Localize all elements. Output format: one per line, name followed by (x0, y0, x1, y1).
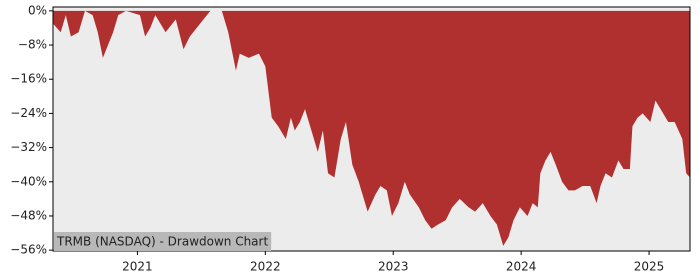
title-box (54, 232, 272, 251)
y-tick-label: −40% (10, 174, 47, 188)
x-tick-label: 2025 (634, 260, 665, 274)
y-tick-label: −8% (18, 38, 47, 52)
chart-title: TRMB (NASDAQ) - Drawdown Chart (56, 235, 268, 249)
x-tick-label: 2023 (378, 260, 409, 274)
y-tick-label: −24% (10, 106, 47, 120)
x-tick-label: 2024 (506, 260, 537, 274)
y-tick-label: 0% (28, 3, 47, 17)
y-tick-label: −56% (10, 243, 47, 257)
plot-frame (52, 6, 691, 252)
x-tick-label: 2022 (250, 260, 281, 274)
y-tick-label: −48% (10, 208, 47, 222)
y-tick-label: −32% (10, 140, 47, 154)
y-tick-label: −16% (10, 72, 47, 86)
drawdown-area (53, 10, 690, 246)
x-tick-label: 2021 (122, 260, 153, 274)
